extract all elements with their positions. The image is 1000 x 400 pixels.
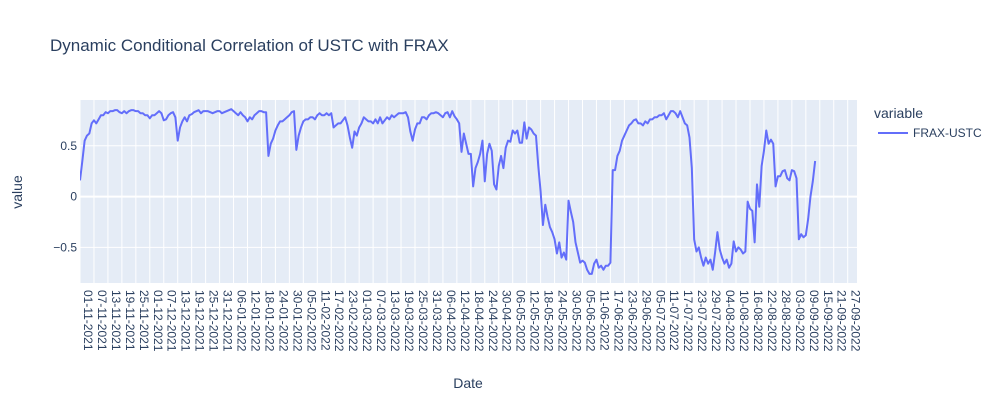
y-tick-label: 0.5 <box>60 139 77 153</box>
y-tick-label: 0 <box>70 190 77 204</box>
x-tick-label: 23-07-2022 <box>695 290 709 352</box>
plot-area[interactable] <box>80 100 857 283</box>
x-tick-label: 17-02-2022 <box>332 290 346 352</box>
x-tick-label: 04-08-2022 <box>723 290 737 352</box>
x-tick-label: 17-07-2022 <box>681 290 695 352</box>
x-tick-label: 06-05-2022 <box>514 290 528 352</box>
x-tick-label: 07-11-2021 <box>95 290 109 351</box>
x-tick-label: 15-09-2022 <box>821 290 835 352</box>
x-tick-label: 05-07-2022 <box>653 290 667 352</box>
chart-title: Dynamic Conditional Correlation of USTC … <box>50 36 449 55</box>
series-line-frax-ustc[interactable] <box>80 108 817 275</box>
x-tick-label: 24-01-2022 <box>276 290 290 352</box>
x-tick-label: 22-08-2022 <box>765 290 779 352</box>
legend: variable FRAX-USTC <box>874 105 982 140</box>
x-tick-label: 29-06-2022 <box>639 290 653 352</box>
x-tick-label: 28-08-2022 <box>779 290 793 352</box>
x-tick-label: 31-12-2021 <box>221 290 235 352</box>
x-tick-label: 12-04-2022 <box>458 290 472 352</box>
x-tick-label: 25-11-2021 <box>137 290 151 351</box>
x-tick-label: 24-04-2022 <box>486 290 500 352</box>
x-tick-label: 17-06-2022 <box>611 290 625 352</box>
series-group <box>80 108 817 275</box>
y-axis-ticks: −0.5 0 0.5 <box>53 139 77 255</box>
x-tick-label: 23-02-2022 <box>346 290 360 352</box>
x-tick-label: 01-12-2021 <box>151 290 165 352</box>
x-tick-label: 13-11-2021 <box>109 290 123 351</box>
x-tick-label: 06-04-2022 <box>444 290 458 352</box>
x-tick-label: 11-02-2022 <box>318 290 332 351</box>
x-tick-label: 24-05-2022 <box>556 290 570 352</box>
x-tick-label: 13-03-2022 <box>388 290 402 352</box>
legend-title: variable <box>874 105 923 121</box>
x-tick-label: 01-03-2022 <box>360 290 374 352</box>
x-tick-label: 29-07-2022 <box>709 290 723 352</box>
x-tick-label: 07-12-2021 <box>165 290 179 352</box>
x-tick-label: 19-03-2022 <box>402 290 416 352</box>
x-tick-label: 19-12-2021 <box>193 290 207 352</box>
x-tick-label: 03-09-2022 <box>793 290 807 352</box>
legend-items: FRAX-USTC <box>878 126 982 140</box>
x-tick-label: 11-06-2022 <box>597 290 611 351</box>
x-tick-label: 11-07-2022 <box>667 290 681 351</box>
y-axis-title: value <box>9 175 25 209</box>
x-tick-label: 05-02-2022 <box>304 290 318 352</box>
x-tick-label: 12-05-2022 <box>528 290 542 352</box>
x-tick-label: 18-01-2022 <box>262 290 276 352</box>
x-tick-label: 13-12-2021 <box>179 290 193 352</box>
x-axis-title: Date <box>453 375 483 391</box>
x-tick-label: 18-04-2022 <box>472 290 486 352</box>
x-tick-label: 05-06-2022 <box>583 290 597 352</box>
x-tick-label: 30-04-2022 <box>500 290 514 352</box>
x-tick-label: 10-08-2022 <box>737 290 751 352</box>
x-tick-label: 09-09-2022 <box>807 290 821 352</box>
x-tick-label: 06-01-2022 <box>235 290 249 352</box>
x-tick-label: 25-12-2021 <box>207 290 221 352</box>
x-tick-label: 30-01-2022 <box>290 290 304 352</box>
x-tick-label: 16-08-2022 <box>751 290 765 352</box>
x-tick-label: 01-11-2021 <box>81 290 95 351</box>
x-tick-label: 19-11-2021 <box>123 290 137 351</box>
x-tick-label: 07-03-2022 <box>374 290 388 352</box>
x-axis-ticks: 01-11-2021 07-11-2021 13-11-2021 19-11-2021… <box>81 290 863 352</box>
legend-item-label[interactable]: FRAX-USTC <box>913 126 982 140</box>
x-tick-label: 12-01-2022 <box>248 290 262 352</box>
x-tick-label: 31-03-2022 <box>430 290 444 352</box>
x-tick-label: 18-05-2022 <box>542 290 556 352</box>
x-tick-label: 23-06-2022 <box>625 290 639 352</box>
x-tick-label: 30-05-2022 <box>570 290 584 352</box>
x-tick-label: 21-09-2022 <box>835 290 849 352</box>
x-tick-label: 25-03-2022 <box>416 290 430 352</box>
y-tick-label: −0.5 <box>53 240 77 254</box>
x-tick-label: 27-09-2022 <box>849 290 863 352</box>
